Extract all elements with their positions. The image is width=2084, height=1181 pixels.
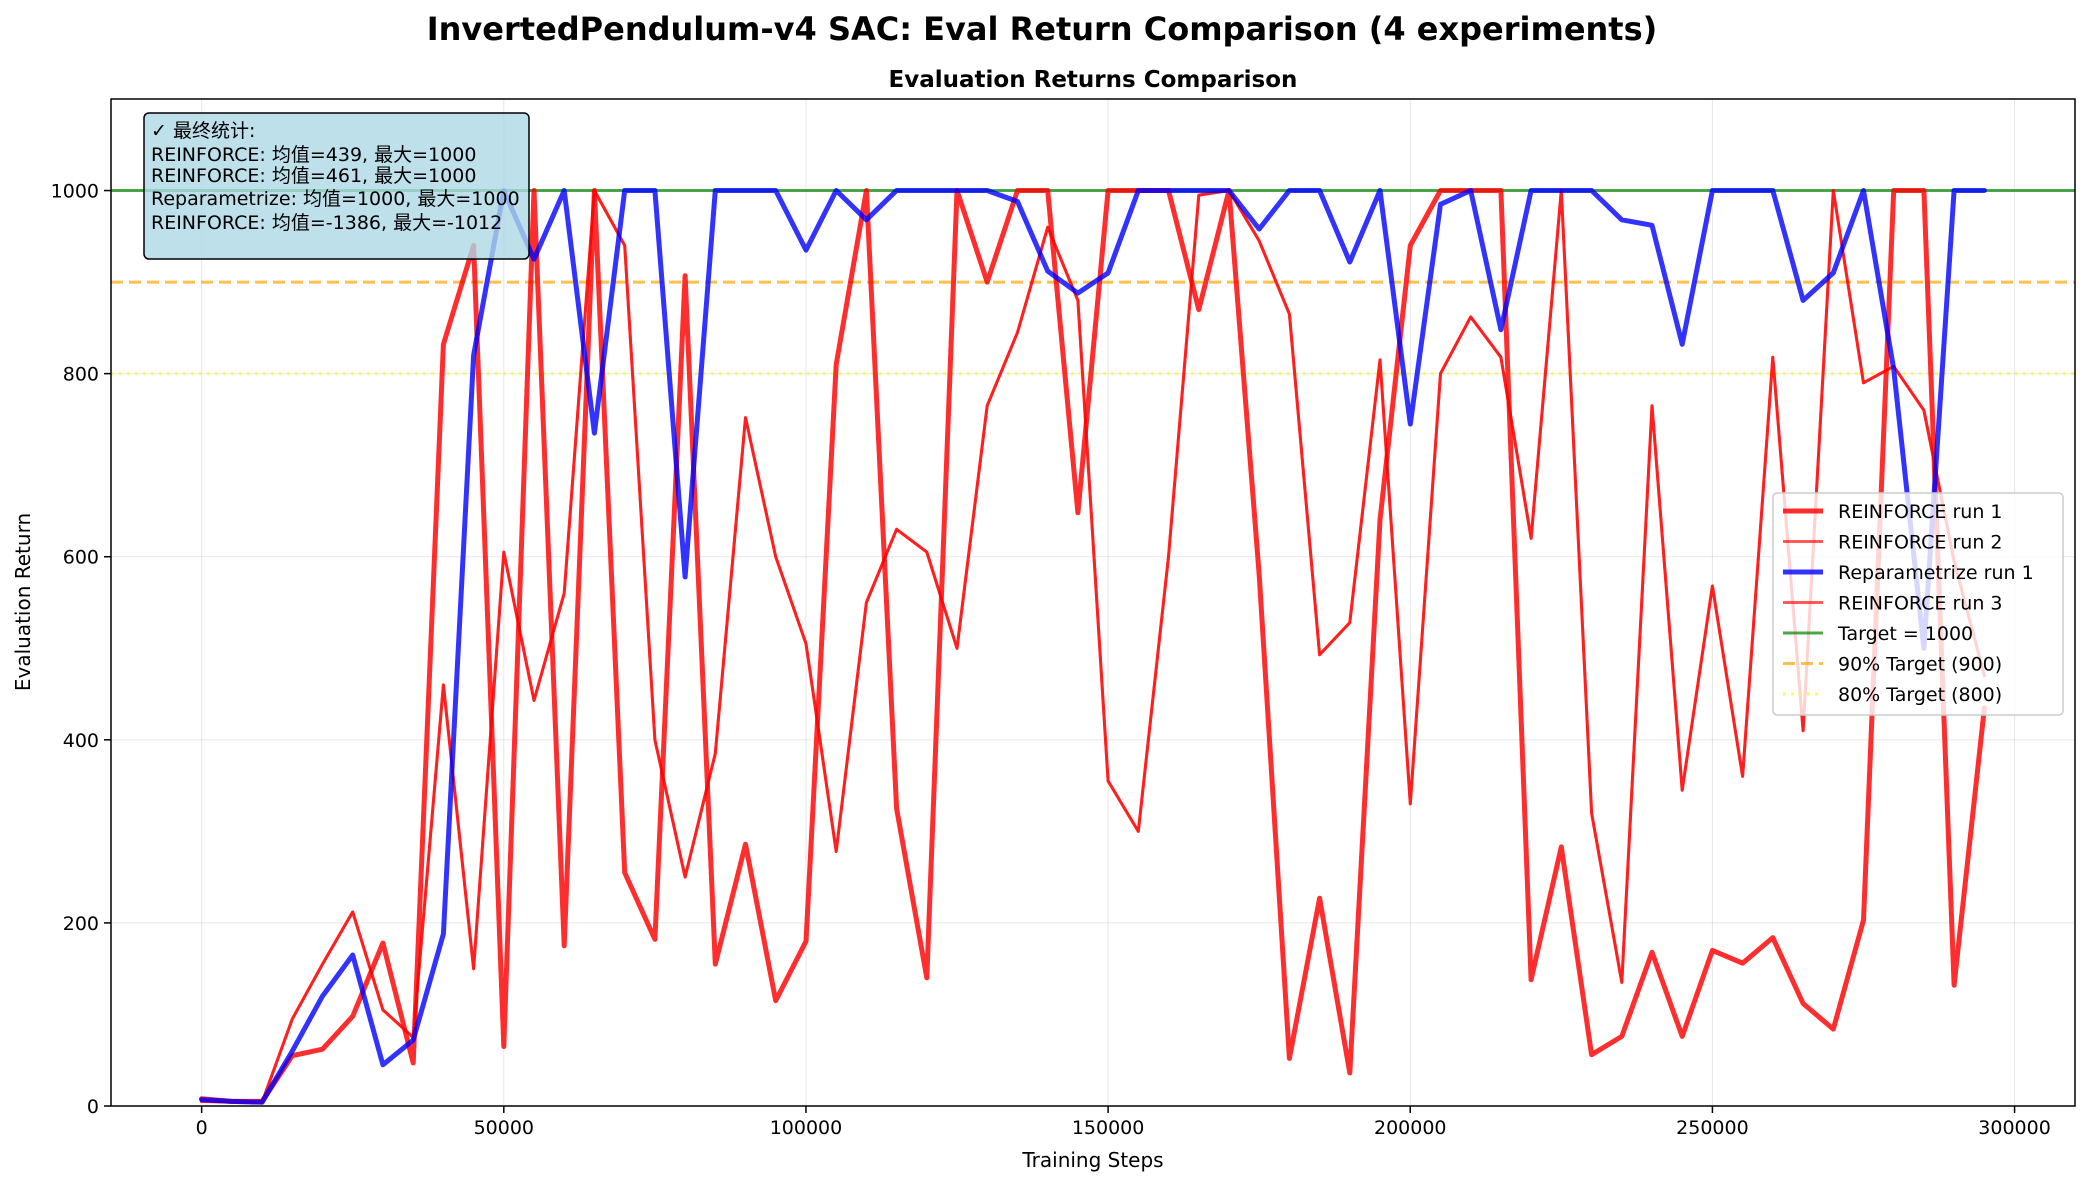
figure-suptitle: InvertedPendulum-v4 SAC: Eval Return Com… xyxy=(427,10,1658,48)
y-tick-label: 1000 xyxy=(51,181,99,203)
legend-label: 80% Target (800) xyxy=(1838,684,2002,706)
legend-frame xyxy=(1772,492,2064,716)
y-axis-label: Evaluation Return xyxy=(11,513,35,691)
info-box-line: ✓ 最终统计: xyxy=(151,120,255,142)
x-axis-label: Training Steps xyxy=(1021,1148,1163,1172)
info-box-line: REINFORCE: 均值=-1386, 最大=-1012 xyxy=(151,212,502,234)
legend-label: 90% Target (900) xyxy=(1838,654,2002,676)
axis-ticks: 0 50000 100000 150000 200000 250000 300000 0 200… xyxy=(51,181,2051,1139)
legend-label: REINFORCE run 1 xyxy=(1838,501,2003,523)
x-tick-label: 0 xyxy=(196,1117,208,1139)
legend-label: REINFORCE run 2 xyxy=(1838,532,2003,554)
y-tick-label: 600 xyxy=(63,547,99,569)
axes-frame xyxy=(110,98,2076,1107)
info-box: ✓ 最终统计: REINFORCE: 均值=439, 最大=1000 REINF… xyxy=(143,112,530,260)
y-tick-label: 800 xyxy=(63,364,99,386)
x-tick-label: 150000 xyxy=(1072,1117,1145,1139)
info-box-line: REINFORCE: 均值=461, 最大=1000 xyxy=(151,165,476,187)
x-tick-label: 100000 xyxy=(770,1117,843,1139)
legend-label: Target = 1000 xyxy=(1837,623,1973,645)
legend: REINFORCE run 1 REINFORCE run 2 Reparametr… xyxy=(1772,492,2064,716)
y-tick-label: 400 xyxy=(63,730,99,752)
y-tick-label: 200 xyxy=(63,913,99,935)
info-box-background xyxy=(143,112,530,260)
legend-label: Reparametrize run 1 xyxy=(1838,562,2034,584)
series-line-reinforce-run-2 xyxy=(200,189,1986,1104)
y-tick-label: 0 xyxy=(87,1096,99,1118)
info-box-line: REINFORCE: 均值=439, 最大=1000 xyxy=(151,144,476,166)
legend-label: REINFORCE run 3 xyxy=(1838,593,2003,615)
info-box-line: Reparametrize: 均值=1000, 最大=1000 xyxy=(151,188,520,210)
axes-title: Evaluation Returns Comparison xyxy=(889,67,1298,93)
x-tick-label: 300000 xyxy=(1978,1117,2051,1139)
x-tick-label: 50000 xyxy=(474,1117,534,1139)
x-tick-label: 250000 xyxy=(1676,1117,1749,1139)
series-line-reinforce-run-1 xyxy=(199,188,1987,1104)
x-tick-label: 200000 xyxy=(1374,1117,1447,1139)
